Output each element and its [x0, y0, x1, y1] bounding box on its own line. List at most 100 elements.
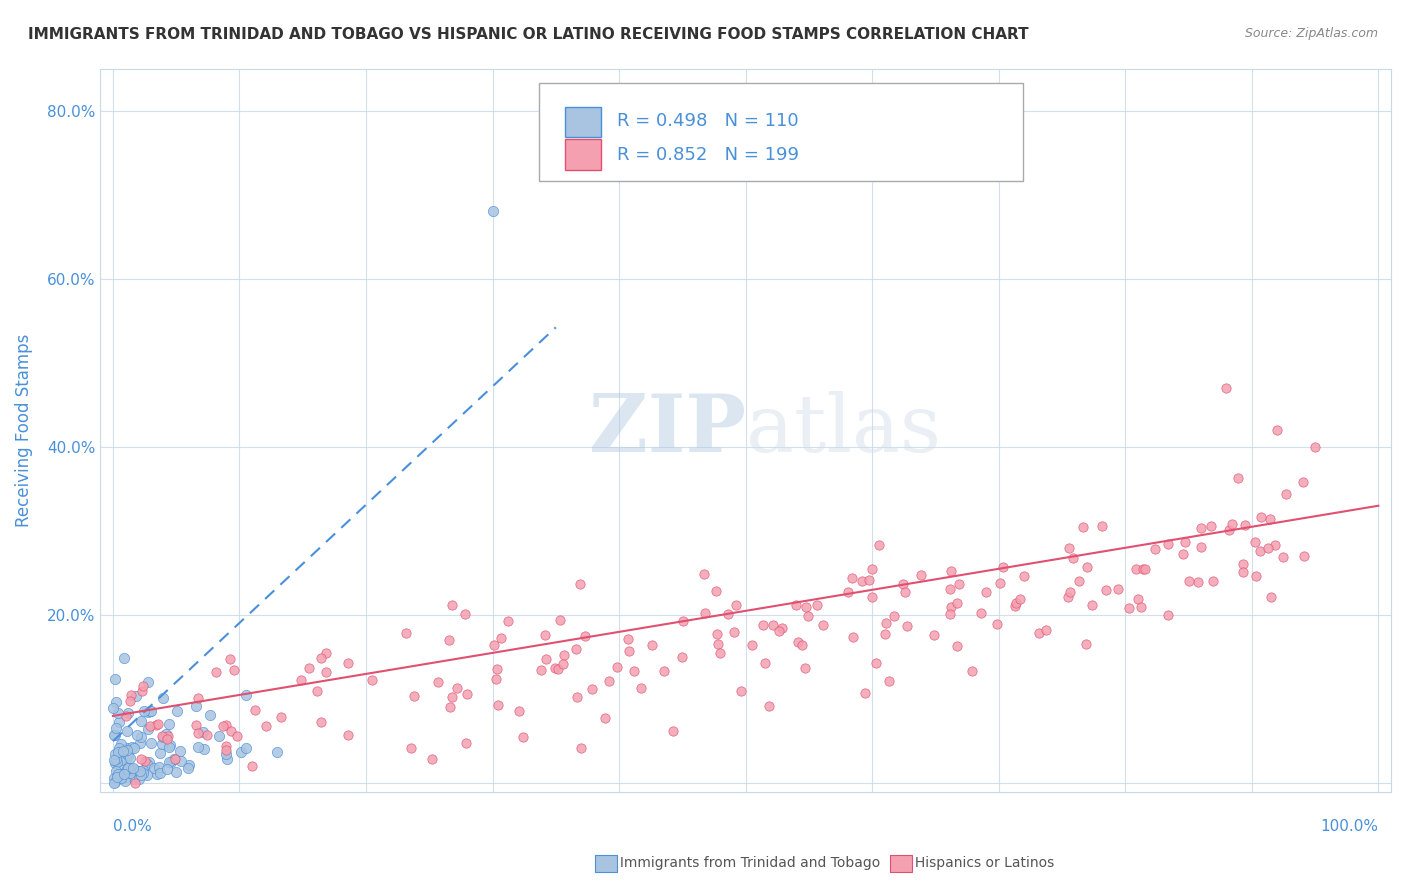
Point: [186, 717, 208, 731]
Point: [508, 704, 530, 718]
Point: [157, 729, 180, 743]
Point: [883, 608, 905, 623]
Point: [105, 764, 128, 779]
Point: [910, 568, 932, 582]
Y-axis label: Receiving Food Stamps: Receiving Food Stamps: [15, 334, 32, 527]
Point: [1249, 544, 1271, 558]
Point: [1004, 596, 1026, 610]
Point: [129, 751, 152, 765]
Point: [547, 662, 569, 676]
Point: [156, 731, 179, 746]
Point: [806, 598, 828, 612]
Point: [1059, 584, 1081, 599]
Point: [1128, 592, 1150, 607]
Point: [1232, 557, 1254, 571]
Point: [136, 757, 159, 772]
Point: [166, 705, 188, 719]
Point: [1132, 562, 1154, 576]
Point: [858, 573, 880, 587]
Point: [122, 741, 145, 756]
Point: [939, 565, 962, 579]
Point: [103, 772, 125, 786]
Point: [159, 738, 181, 752]
Point: [661, 723, 683, 738]
Point: [548, 613, 571, 627]
Point: [1157, 537, 1180, 551]
Point: [530, 663, 553, 677]
Point: [1227, 471, 1250, 485]
Point: [315, 646, 337, 660]
Point: [1074, 637, 1097, 651]
Point: [187, 726, 209, 740]
Point: [121, 740, 143, 755]
Point: [1258, 512, 1281, 526]
Point: [243, 703, 266, 717]
Point: [110, 772, 132, 786]
Point: [107, 706, 129, 720]
Point: [129, 736, 152, 750]
Point: [254, 719, 277, 733]
Point: [290, 673, 312, 687]
Point: [115, 762, 138, 776]
Point: [193, 725, 215, 739]
Point: [706, 627, 728, 641]
Point: [215, 718, 238, 732]
Point: [787, 635, 810, 649]
Point: [145, 717, 167, 731]
Point: [793, 660, 815, 674]
Point: [110, 769, 132, 783]
Point: [842, 630, 865, 644]
Point: [440, 598, 463, 612]
Point: [115, 753, 138, 767]
Point: [565, 641, 588, 656]
Point: [1012, 569, 1035, 583]
Text: 0.0%: 0.0%: [112, 820, 152, 834]
Point: [115, 741, 138, 756]
Point: [986, 616, 1008, 631]
Point: [399, 740, 422, 755]
Text: R = 0.852   N = 199: R = 0.852 N = 199: [617, 146, 799, 164]
Point: [114, 773, 136, 788]
Point: [1028, 626, 1050, 640]
Point: [136, 723, 159, 737]
Point: [758, 698, 780, 713]
Point: [117, 761, 139, 775]
Point: [198, 707, 221, 722]
Point: [217, 752, 239, 766]
Point: [439, 633, 461, 648]
Point: [565, 690, 588, 705]
Point: [893, 577, 915, 591]
Point: [1125, 562, 1147, 576]
Point: [427, 674, 450, 689]
Point: [496, 614, 519, 628]
Point: [125, 689, 148, 703]
Point: [187, 691, 209, 706]
Point: [157, 755, 180, 769]
Point: [204, 665, 226, 680]
Point: [970, 606, 993, 620]
Point: [762, 617, 785, 632]
Point: [456, 687, 478, 701]
Point: [1189, 541, 1212, 555]
Point: [993, 560, 1015, 574]
Point: [1057, 541, 1080, 555]
Point: [115, 747, 138, 761]
Point: [124, 772, 146, 787]
Point: [169, 744, 191, 758]
Point: [305, 684, 328, 698]
Point: [104, 728, 127, 742]
Point: [1008, 591, 1031, 606]
Point: [1303, 440, 1326, 454]
Text: ZIP: ZIP: [589, 391, 745, 469]
Point: [138, 674, 160, 689]
Point: [1081, 598, 1104, 612]
Point: [148, 760, 170, 774]
Point: [157, 739, 180, 754]
Point: [266, 745, 288, 759]
Point: [117, 706, 139, 721]
Point: [103, 728, 125, 742]
Point: [1250, 510, 1272, 524]
Point: [896, 618, 918, 632]
Point: [768, 624, 790, 638]
Point: [101, 700, 124, 714]
